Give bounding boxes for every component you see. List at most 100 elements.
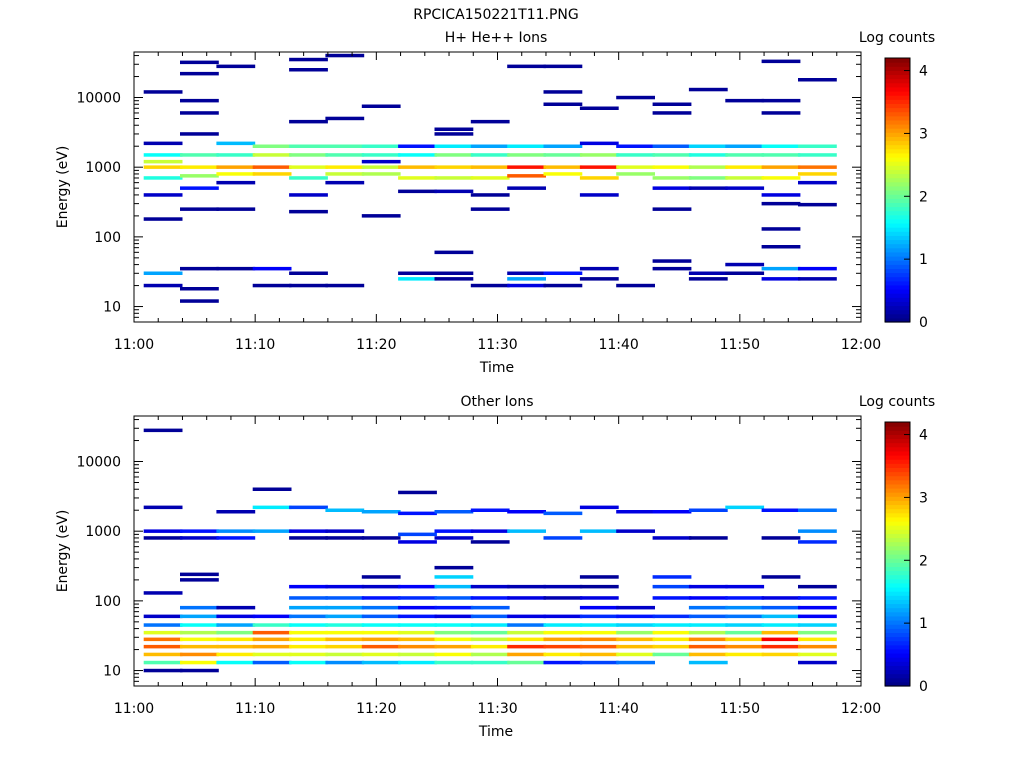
heatmap-cell (143, 614, 183, 619)
heatmap-cell (252, 614, 292, 619)
colorbar-swatch (885, 653, 910, 658)
colorbar-swatch (885, 58, 910, 63)
colorbar-swatch (885, 673, 910, 679)
heatmap-cell (470, 614, 510, 619)
colorbar-swatch (885, 152, 910, 158)
heatmap-cell (798, 644, 837, 649)
colorbar-swatch (885, 206, 910, 212)
heatmap-cell (761, 652, 801, 657)
colorbar-swatch (885, 214, 910, 220)
heatmap-cell (398, 165, 437, 169)
heatmap-cell (470, 153, 510, 157)
heatmap-cell (434, 132, 474, 136)
heatmap-cell (470, 508, 510, 512)
heatmap-cell (143, 193, 183, 197)
heatmap-cell (180, 630, 219, 635)
heatmap-cell (470, 660, 510, 665)
colorbar-swatch (885, 500, 910, 506)
colorbar-swatch (885, 190, 910, 195)
colorbar-tick-label: 0 (919, 679, 928, 695)
colorbar-swatch (885, 574, 910, 580)
colorbar-swatch (885, 636, 910, 642)
colorbar-swatch (885, 529, 910, 534)
heatmap-cell (143, 159, 183, 164)
heatmap-cell (470, 283, 510, 288)
colorbar-swatch (885, 128, 910, 133)
colorbar-swatch (885, 268, 910, 274)
heatmap-cell (325, 637, 365, 642)
heatmap-cell (579, 153, 619, 157)
heatmap-cell (434, 575, 474, 579)
colorbar: 0 1 2 3 4 (884, 421, 928, 695)
heatmap-cell (688, 186, 728, 190)
heatmap-cell (761, 193, 801, 197)
heatmap-cell (688, 87, 728, 92)
heatmap-cell (361, 660, 401, 665)
heatmap-cell (361, 644, 401, 649)
heatmap-cell (652, 186, 692, 190)
y-axis-label: Energy (eV) (55, 146, 71, 229)
heatmap-cell (579, 605, 619, 610)
heatmap-cell (507, 652, 546, 657)
colorbar-swatch (885, 86, 910, 92)
colorbar-swatch (885, 504, 910, 510)
heatmap-cell (616, 630, 655, 635)
colorbar-swatch (885, 459, 910, 464)
heatmap-cell (143, 141, 183, 146)
colorbar-swatch (885, 488, 910, 493)
heatmap-cell (289, 652, 328, 657)
heatmap-cell (434, 271, 474, 275)
heatmap-cell (507, 630, 546, 635)
heatmap-cell (361, 510, 401, 514)
heatmap-cell (725, 271, 765, 275)
colorbar-tick-label: 2 (919, 553, 928, 569)
colorbar-swatch (885, 471, 910, 477)
heatmap-cell (325, 529, 365, 533)
colorbar-swatch (885, 181, 910, 187)
heatmap-cell (798, 144, 837, 148)
heatmap-cell (798, 660, 837, 665)
heatmap-cell (579, 141, 619, 146)
heatmap-cell (543, 271, 583, 275)
heatmap-cell (434, 660, 474, 665)
heatmap-cell (798, 153, 837, 157)
heatmap-cell (616, 605, 655, 610)
heatmap-cell (180, 578, 219, 582)
heatmap-cell (180, 71, 219, 76)
x-tick-label: 11:00 (114, 701, 154, 717)
heatmap-cell (579, 266, 619, 271)
heatmap-cell (725, 584, 765, 589)
heatmap-cell (180, 572, 219, 577)
heatmap-cell (798, 623, 837, 627)
heatmap-cell (180, 98, 219, 103)
heatmap-cell (543, 90, 583, 94)
heatmap-cell (143, 529, 183, 533)
colorbar-swatch (885, 91, 910, 96)
colorbar-swatch (885, 446, 910, 452)
heatmap-cell (761, 111, 801, 115)
heatmap-cell (325, 536, 365, 540)
heatmap-cell (180, 111, 219, 115)
heatmap-cell (216, 207, 256, 211)
heatmap-cell (470, 584, 510, 589)
heatmap-cell (434, 176, 474, 180)
colorbar-swatch (885, 677, 910, 683)
heatmap-cell (252, 637, 292, 642)
heatmap-cell (289, 614, 328, 619)
heatmap-cell (798, 630, 837, 635)
x-tick-label: 11:20 (356, 337, 396, 353)
colorbar-swatch (885, 615, 910, 621)
heatmap-cell (579, 529, 619, 533)
y-tick-label: 10000 (76, 91, 121, 107)
heatmap-cell (652, 510, 692, 514)
heatmap-cell (470, 144, 510, 148)
heatmap-cell (798, 637, 837, 642)
colorbar-swatch (885, 578, 910, 584)
y-tick-label: 10000 (76, 455, 121, 471)
heatmap-cell (289, 144, 328, 148)
colorbar-swatch (885, 591, 910, 596)
heatmap-cell (579, 505, 619, 510)
heatmap-cell (361, 536, 401, 540)
heatmap-cell (798, 596, 837, 600)
heatmap-cell (361, 159, 401, 164)
